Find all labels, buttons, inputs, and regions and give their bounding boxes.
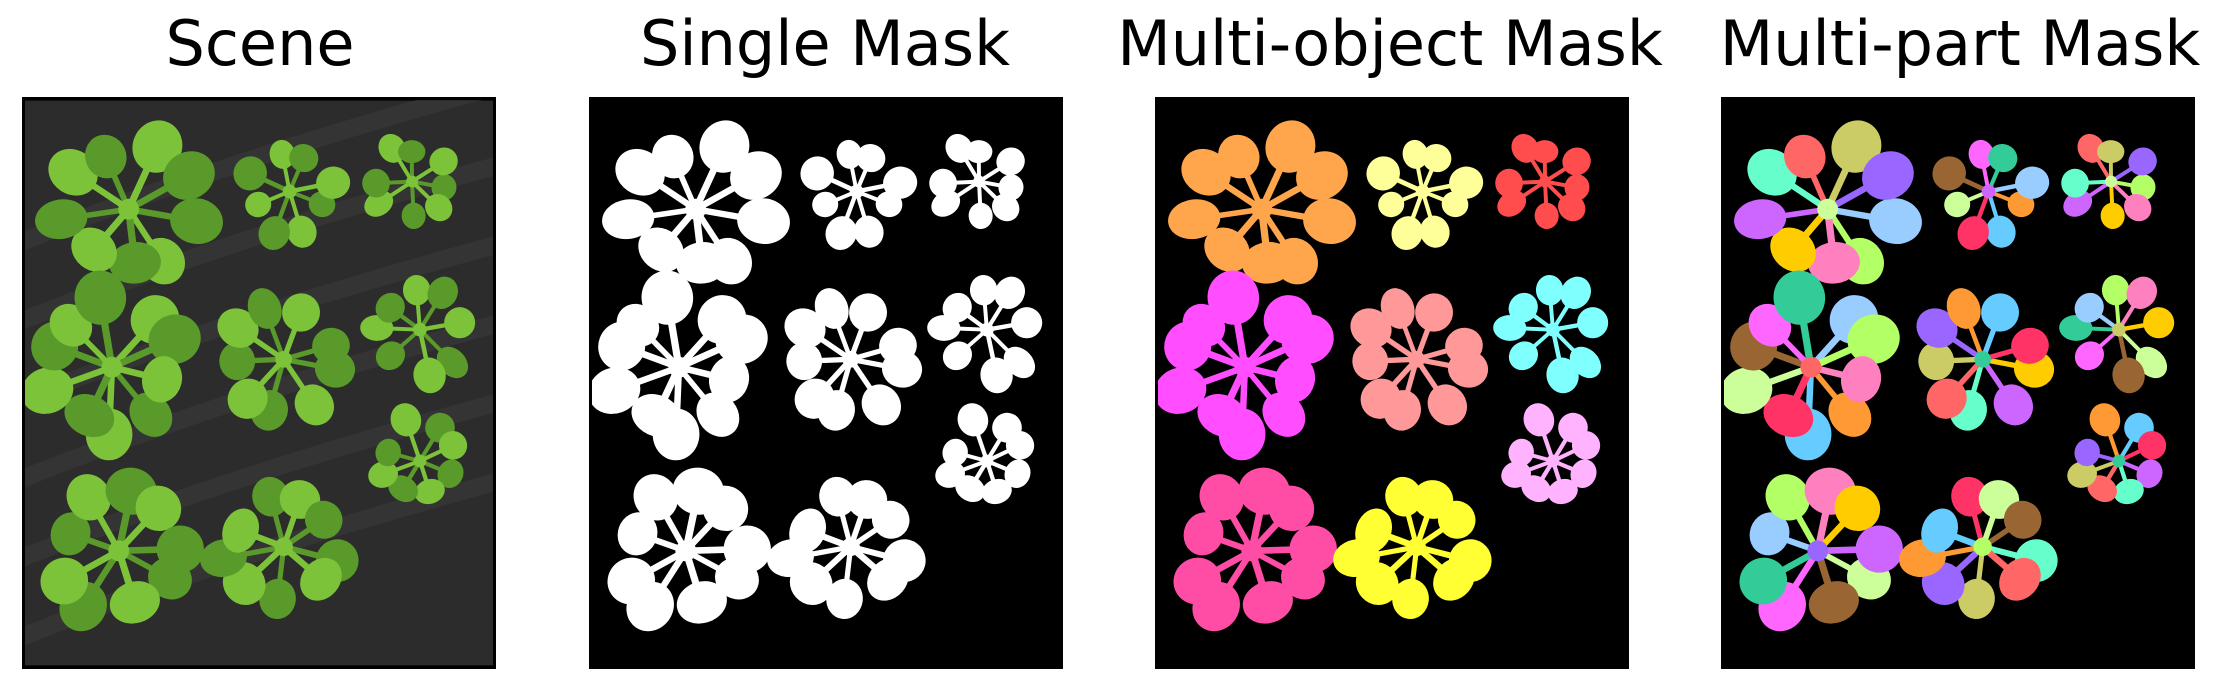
multi-object-mask-image xyxy=(1158,100,1626,666)
multi-part-mask-image xyxy=(1724,100,2192,666)
title-scene: Scene xyxy=(0,4,520,84)
title-multi-part-mask: Multi-part Mask xyxy=(1690,4,2230,84)
scene-panel xyxy=(22,97,496,669)
scene-image xyxy=(25,100,493,666)
title-multi-object-mask: Multi-object Mask xyxy=(1100,4,1680,84)
title-single-mask: Single Mask xyxy=(560,4,1090,84)
single-mask-panel xyxy=(589,97,1063,669)
multi-object-mask-panel xyxy=(1155,97,1629,669)
single-mask-image xyxy=(592,100,1060,666)
multi-part-mask-panel xyxy=(1721,97,2195,669)
